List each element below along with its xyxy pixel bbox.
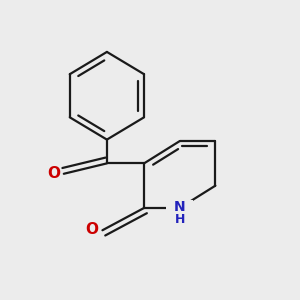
Text: O: O (47, 166, 60, 181)
Text: O: O (85, 222, 98, 237)
Text: H: H (175, 213, 185, 226)
Bar (166, 200, 193, 216)
Text: N: N (174, 200, 185, 214)
